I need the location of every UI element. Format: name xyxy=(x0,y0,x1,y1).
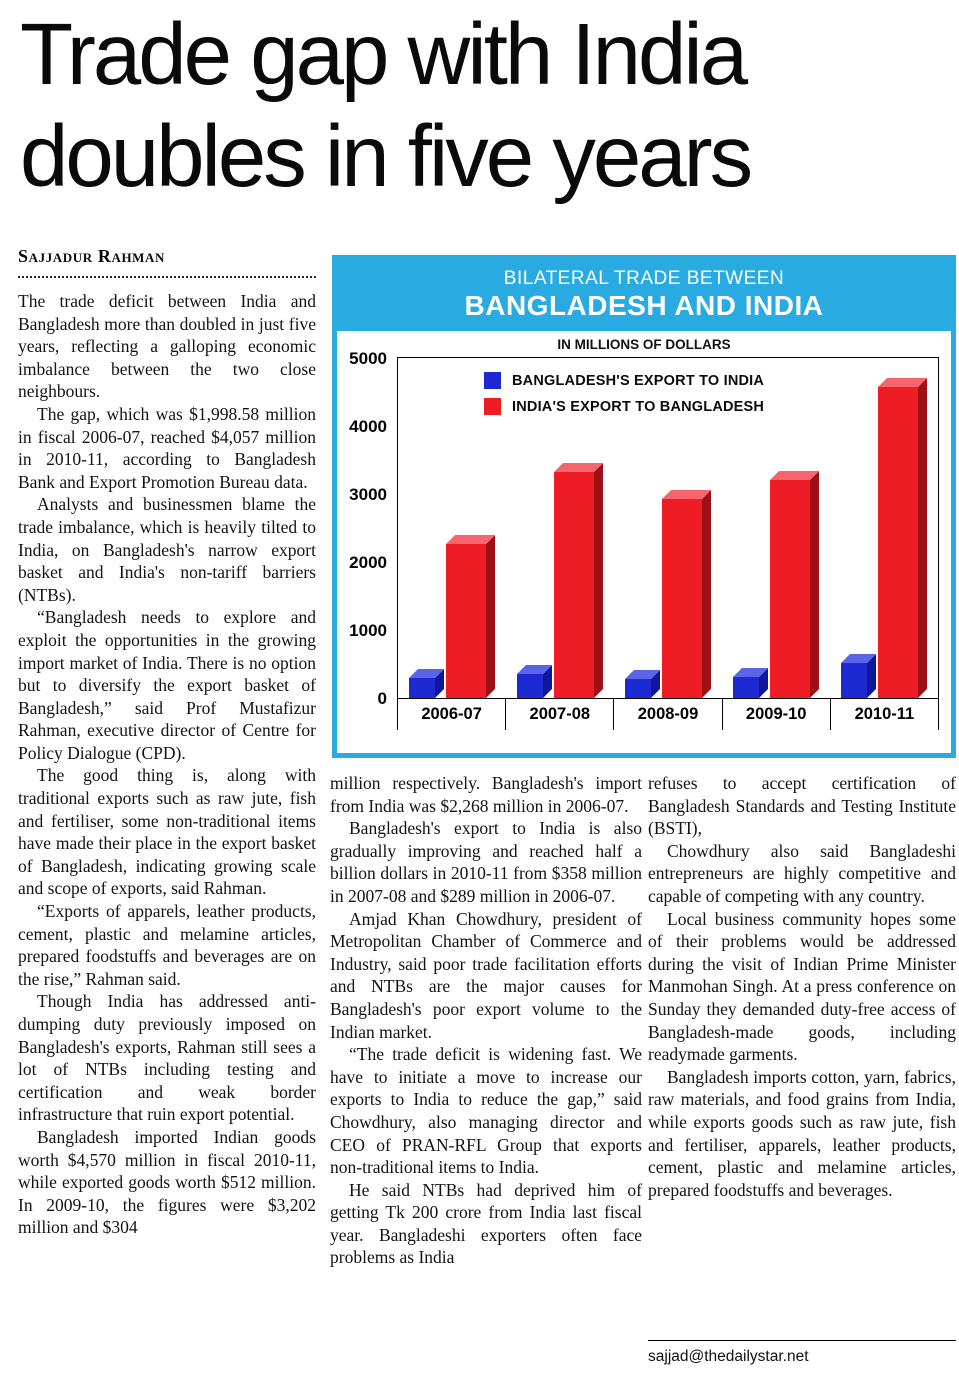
y-axis: 0 1000 2000 3000 4000 5000 xyxy=(347,349,393,708)
chart-header: BILATERAL TRADE BETWEEN BANGLADESH AND I… xyxy=(337,260,951,331)
legend: BANGLADESH'S EXPORT TO INDIA INDIA'S EXPO… xyxy=(484,372,764,415)
legend-swatch xyxy=(484,372,501,389)
bar-face-front xyxy=(733,677,759,698)
paragraph: He said NTBs had deprived him of getting… xyxy=(330,1179,642,1268)
paragraph: million respectively. Bangladesh's impor… xyxy=(330,773,642,816)
bar xyxy=(662,490,711,698)
chart-title-line2: BANGLADESH AND INDIA xyxy=(464,290,824,321)
paragraph: Amjad Khan Chowdhury, president of Metro… xyxy=(330,908,642,1042)
y-tick-label: 1000 xyxy=(349,621,387,640)
legend-swatch xyxy=(484,398,501,415)
column-right: refuses to accept certification of Bangl… xyxy=(648,772,956,1332)
x-tick-label: 2006-07 xyxy=(398,699,507,730)
bar-face-front xyxy=(878,387,918,698)
byline: Sajjadur Rahman xyxy=(18,246,165,266)
paragraph: “The trade deficit is widening fast. We … xyxy=(330,1044,642,1178)
paragraph: Though India has addressed anti-dumping … xyxy=(18,991,316,1125)
legend-item: BANGLADESH'S EXPORT TO INDIA xyxy=(484,372,764,389)
paragraph: Analysts and businessmen blame the trade… xyxy=(18,494,316,605)
paragraph: “Exports of apparels, leather products, … xyxy=(18,901,316,989)
bar-face-side xyxy=(702,490,711,698)
bar-face-front xyxy=(770,480,810,698)
column-middle: million respectively. Bangladesh's impor… xyxy=(330,772,642,1372)
bar-face-side xyxy=(918,378,927,698)
bar-face-front xyxy=(517,674,543,698)
paragraph: Chowdhury also said Bangladeshi entrepre… xyxy=(648,840,956,906)
bar xyxy=(733,668,768,698)
bar-group xyxy=(398,378,506,698)
y-tick-label: 3000 xyxy=(349,485,387,504)
bar-face-front xyxy=(554,472,594,698)
bar-face-front xyxy=(841,663,867,698)
bar xyxy=(625,670,660,698)
bar-face-front xyxy=(446,544,486,698)
bar xyxy=(770,471,819,698)
paragraph: Bangladesh imports cotton, yarn, fabrics… xyxy=(648,1066,956,1200)
x-tick-label: 2010-11 xyxy=(831,699,940,730)
paragraph: Local business community hopes some of t… xyxy=(648,908,956,1065)
y-tick-label: 0 xyxy=(377,689,387,708)
bar-face-front xyxy=(409,678,435,698)
byline-divider xyxy=(18,272,316,278)
y-tick-label: 2000 xyxy=(349,553,387,572)
bar-group xyxy=(722,378,830,698)
chart-title-line1: BILATERAL TRADE BETWEEN xyxy=(503,268,785,289)
legend-label: INDIA'S EXPORT TO BANGLADESH xyxy=(512,398,765,415)
plot-area: BANGLADESH'S EXPORT TO INDIA INDIA'S EXPO… xyxy=(397,357,939,699)
bar-face-front xyxy=(625,679,651,698)
headline-line2: doubles in five years xyxy=(20,108,753,205)
legend-item: INDIA'S EXPORT TO BANGLADESH xyxy=(484,398,764,415)
bar xyxy=(841,654,876,698)
paragraph: The gap, which was $1,998.58 million in … xyxy=(18,403,316,492)
bar-group xyxy=(614,378,722,698)
bar xyxy=(446,535,495,698)
chart-subtitle: IN MILLIONS OF DOLLARS xyxy=(557,337,731,352)
paragraph: refuses to accept certification of Bangl… xyxy=(648,773,956,839)
y-tick-label: 5000 xyxy=(349,349,387,368)
paragraph: The trade deficit between India and Bang… xyxy=(18,291,316,402)
x-tick-label: 2007-08 xyxy=(506,699,615,730)
headline: Trade gap with India doubles in five yea… xyxy=(20,4,940,208)
bar xyxy=(517,665,552,698)
x-axis: 2006-07 2007-08 2008-09 2009-10 2010-11 xyxy=(397,699,940,730)
column-left: The trade deficit between India and Bang… xyxy=(18,290,316,1378)
bar xyxy=(409,669,444,698)
bar-face-side xyxy=(486,535,495,698)
author-email: sajjad@thedailystar.net xyxy=(648,1340,956,1366)
bar xyxy=(878,378,927,698)
bar-face-side xyxy=(810,471,819,698)
bar-group xyxy=(830,378,938,698)
bar xyxy=(554,463,603,698)
bar-face-side xyxy=(594,463,603,698)
plot-row: 0 1000 2000 3000 4000 5000 BANGLADESH'S EXPOR… xyxy=(347,349,941,708)
y-tick-label: 4000 xyxy=(349,417,387,436)
trade-chart: BILATERAL TRADE BETWEEN BANGLADESH AND I… xyxy=(332,255,956,758)
bar-group xyxy=(506,378,614,698)
paragraph: Bangladesh's export to India is also gra… xyxy=(330,818,642,906)
paragraph: “Bangladesh needs to explore and exploit… xyxy=(18,607,316,763)
x-tick-label: 2008-09 xyxy=(614,699,723,730)
headline-line1: Trade gap with India xyxy=(20,6,748,103)
paragraph: Bangladesh imported Indian goods worth $… xyxy=(18,1126,316,1238)
paragraph: The good thing is, along with traditiona… xyxy=(18,765,316,899)
bar-groups xyxy=(398,378,938,698)
legend-label: BANGLADESH'S EXPORT TO INDIA xyxy=(512,372,765,389)
bar-face-front xyxy=(662,499,702,698)
x-tick-label: 2009-10 xyxy=(723,699,831,730)
